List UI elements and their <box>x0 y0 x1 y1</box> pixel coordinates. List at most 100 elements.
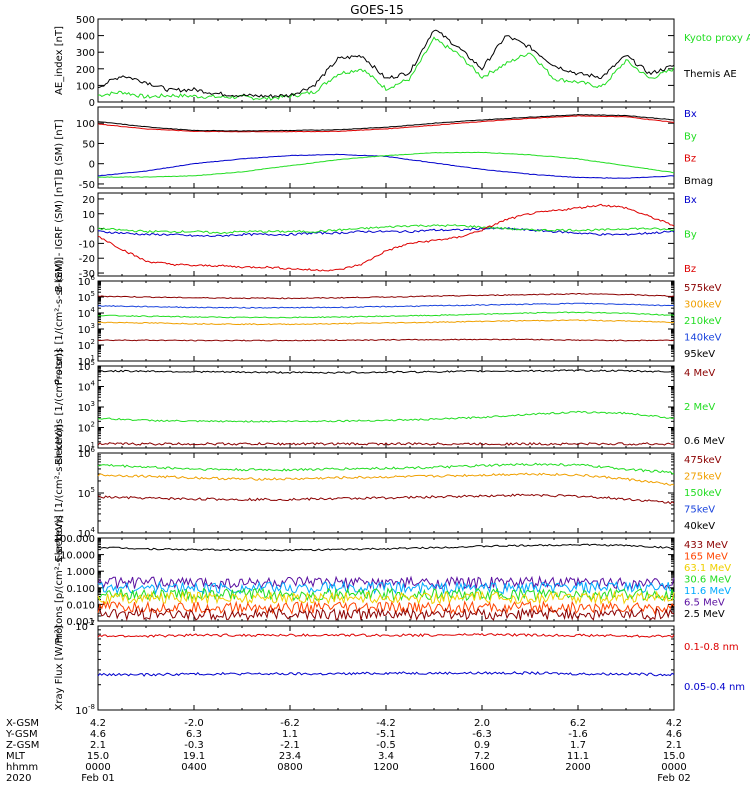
legend-label: 275keV <box>684 472 722 483</box>
series-line-2-5-mev <box>97 543 675 552</box>
orbit-cell: 0400 <box>181 762 206 773</box>
legend-label: 75keV <box>684 505 715 516</box>
orbit-cell: 2.0 <box>474 718 490 729</box>
series-line-by <box>97 151 675 178</box>
orbit-cell: 7.2 <box>474 751 490 762</box>
y-axis-label: B (SM) [nT] <box>54 119 65 175</box>
orbit-row-label: Y-GSM <box>5 729 38 740</box>
y-tick-label: -50 <box>79 180 95 191</box>
orbit-cell: 4.6 <box>90 729 106 740</box>
orbit-cell: -6.3 <box>472 729 492 740</box>
series-line-575kev <box>97 292 675 300</box>
series-line-95kev <box>97 338 675 342</box>
orbit-row-label: Z-GSM <box>6 740 39 751</box>
legend-label: 95keV <box>684 349 715 360</box>
orbit-cell: 4.2 <box>666 718 682 729</box>
y-tick-label: 103 <box>78 322 95 336</box>
y-tick-label: 105 <box>78 290 95 304</box>
y-tick-label: 106 <box>78 446 96 460</box>
orbit-row-label: MLT <box>6 751 26 762</box>
orbit-cell: 15.0 <box>87 751 109 762</box>
y-tick-label: 10.000 <box>60 551 95 562</box>
y-tick-label: 105 <box>78 359 95 373</box>
y-tick-label: 101 <box>78 441 95 455</box>
legend-label: 165 MeV <box>684 552 728 563</box>
y-tick-label: 0 <box>89 160 95 171</box>
series-line-bx <box>97 226 675 238</box>
orbit-cell: -1.6 <box>568 729 588 740</box>
panel-1: 0 100 200 300 400 500 AE_index [nT] Kyoto proxy… <box>54 15 750 109</box>
orbit-cell: 4.6 <box>666 729 682 740</box>
y-tick-label: 106 <box>78 274 96 288</box>
legend-label: 4 MeV <box>684 368 715 379</box>
legend-label: By <box>684 230 697 241</box>
y-tick-label: 1.000 <box>66 567 95 578</box>
legend-label: 2 MeV <box>684 402 715 413</box>
legend-label: 0.6 MeV <box>684 436 725 447</box>
legend-label: 300keV <box>684 300 722 311</box>
legend-label: 11.6 MeV <box>684 586 731 597</box>
legend-label: Bx <box>684 195 697 206</box>
y-tick-label: 104 <box>78 306 96 320</box>
series-line-themis-ae <box>97 29 675 99</box>
panel-5: 101 102 103 104 105 Electrons [1/(cm²-s-sr)] 4… <box>54 349 725 465</box>
legend-label: 210keV <box>684 316 722 327</box>
orbit-cell: -0.3 <box>184 740 204 751</box>
orbit-cell: 0800 <box>277 762 302 773</box>
legend-label: 40keV <box>684 521 715 532</box>
series-line-bmag <box>97 113 675 132</box>
orbit-cell: 19.1 <box>183 751 205 762</box>
orbit-cell: -5.1 <box>376 729 396 740</box>
legend-label: Bz <box>684 154 696 165</box>
y-tick-label: 10 <box>82 210 95 221</box>
y-tick-label: 100.000 <box>54 534 95 545</box>
panel-3: -30 -20 -10 0 10 20 B (SM) - IGRF (SM) [nT] Bx B… <box>54 177 697 293</box>
y-tick-label: 0.100 <box>66 584 95 595</box>
orbit-cell: -4.2 <box>376 718 396 729</box>
orbit-cell: 1.7 <box>570 740 586 751</box>
orbit-cell: -2.0 <box>184 718 204 729</box>
orbit-cell: 0000 <box>661 762 686 773</box>
orbit-cell: 23.4 <box>279 751 301 762</box>
orbit-row-label: hhmm <box>6 762 38 773</box>
y-tick-label: 102 <box>78 421 95 435</box>
y-tick-label: 500 <box>76 15 95 26</box>
panel-frame <box>97 625 675 711</box>
series-line-475kev <box>97 493 675 505</box>
orbit-table: X-GSMY-GSMZ-GSMMLThhmm20204.24.62.115.00… <box>5 718 691 784</box>
orbit-cell: 1200 <box>373 762 398 773</box>
y-tick-label: 400 <box>76 32 95 43</box>
legend-label: 0.1-0.8 nm <box>684 642 739 653</box>
y-tick-label: 0 <box>89 225 95 236</box>
orbit-cell: 6.2 <box>570 718 586 729</box>
y-tick-label: 50 <box>82 139 95 150</box>
y-tick-label: 10-7 <box>75 619 95 633</box>
legend-label: 0.05-0.4 nm <box>684 682 745 693</box>
y-tick-label: 20 <box>82 195 95 206</box>
series-line-4-mev <box>97 441 675 446</box>
legend-label: 30.6 MeV <box>684 575 731 586</box>
legend-label: 575keV <box>684 283 722 294</box>
panel-8: 10-8 10-7 Xray Flux [W/m²] 0.1-0.8 nm 0.05-0… <box>54 619 745 717</box>
y-axis-label: Electrons [1/(cm²-s-sr)] <box>54 349 65 465</box>
series-line-150kev <box>97 462 675 475</box>
orbit-cell: 0000 <box>85 762 110 773</box>
y-tick-label: 200 <box>76 65 95 76</box>
y-tick-label: 102 <box>78 338 95 352</box>
panel-frame <box>97 365 675 449</box>
y-tick-label: -10 <box>79 239 95 250</box>
legend-label: 433 MeV <box>684 540 728 551</box>
orbit-cell: 3.4 <box>378 751 394 762</box>
y-tick-label: 100 <box>76 119 95 130</box>
series-line-0-1-0-8-nm <box>97 632 675 639</box>
orbit-row-label: 2020 <box>6 773 31 784</box>
orbit-cell: -6.2 <box>280 718 300 729</box>
series-line-210kev <box>97 311 675 319</box>
figure-title: GOES-15 <box>350 3 404 17</box>
series-line-165-mev <box>97 600 675 616</box>
y-tick-label: 300 <box>76 48 95 59</box>
panel-2: -50 0 50 100 B (SM) [nT] Bx By Bz Bmag <box>54 106 713 191</box>
series-line-bx <box>97 153 675 179</box>
